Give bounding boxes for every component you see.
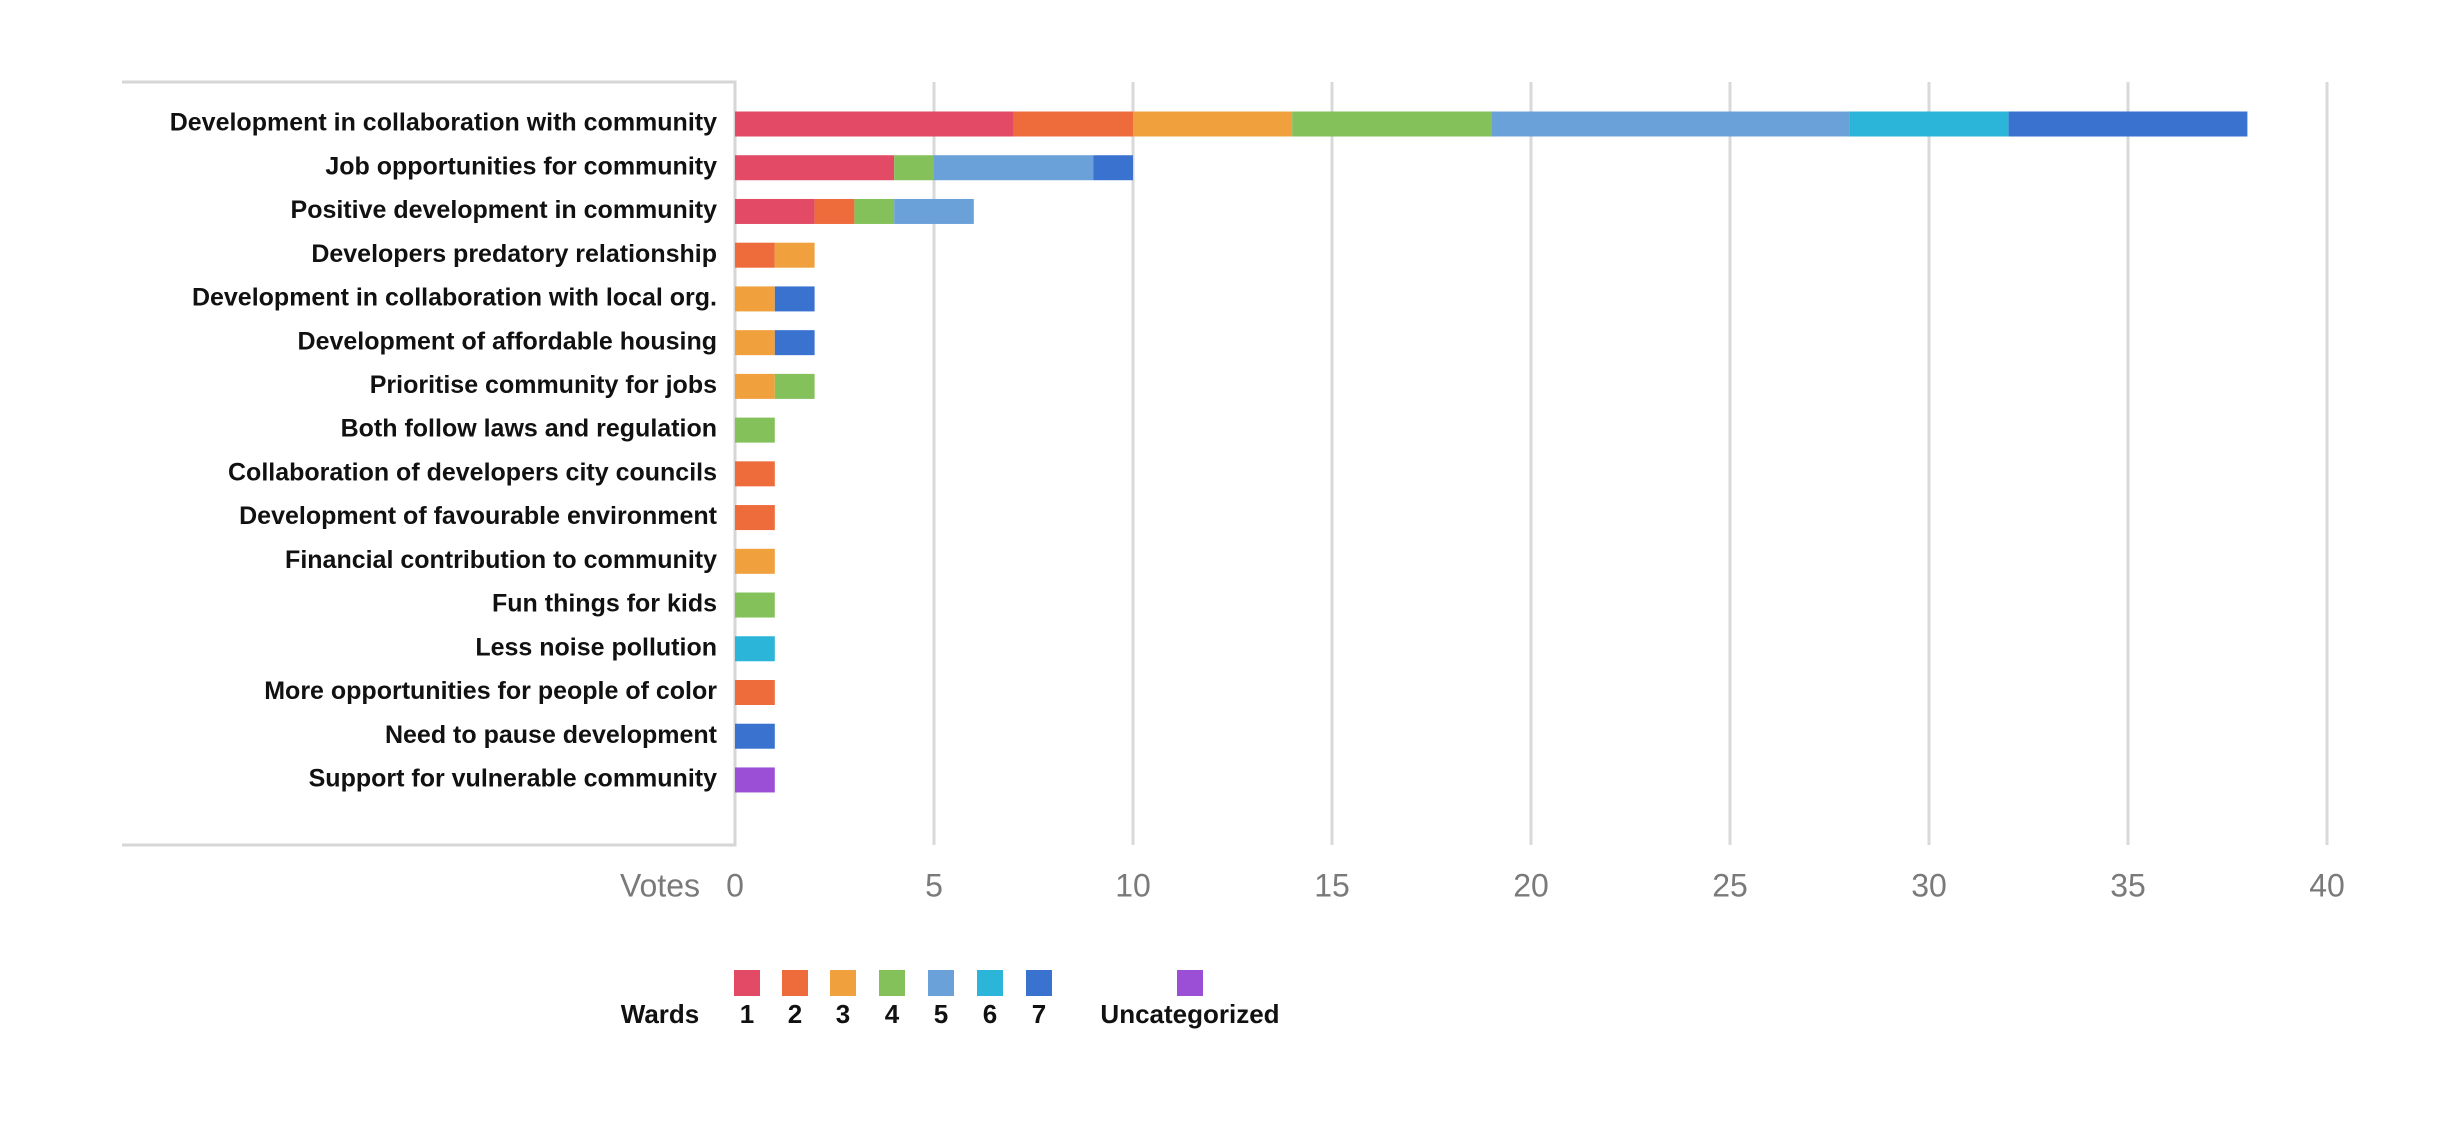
category-label: Development in collaboration with commun… <box>170 109 717 137</box>
legend-swatch <box>782 970 808 996</box>
legend-swatch <box>734 970 760 996</box>
bar-segment-ward-3 <box>735 373 775 399</box>
bar-segment-ward-4 <box>735 417 775 443</box>
legend-title: Wards <box>621 999 700 1029</box>
bar-segment-ward-7 <box>774 330 815 356</box>
legend-swatch <box>928 970 954 996</box>
x-tick-label: 5 <box>925 867 943 903</box>
bar-segment-ward-7 <box>774 286 815 312</box>
bar-segment-ward-4 <box>1292 111 1492 137</box>
category-label: Development of affordable housing <box>298 327 717 355</box>
category-label: Developers predatory relationship <box>311 240 717 268</box>
legend-swatch <box>977 970 1003 996</box>
legend-label: 1 <box>740 999 754 1029</box>
x-tick-label: 35 <box>2110 867 2146 903</box>
x-tick-label: 0 <box>726 867 744 903</box>
bar-segment-ward-3 <box>774 242 815 268</box>
bar-segment-ward-2 <box>735 505 775 531</box>
category-label: Development in collaboration with local … <box>192 284 717 312</box>
bar-segment-ward-4 <box>854 198 895 224</box>
x-tick-label: 10 <box>1115 867 1151 903</box>
bar-segment-ward-6 <box>1849 111 2009 137</box>
bar-segment-ward-4 <box>774 373 815 399</box>
x-tick-label: 15 <box>1314 867 1350 903</box>
category-label: Both follow laws and regulation <box>341 415 717 443</box>
legend-label: 2 <box>788 999 802 1029</box>
category-label: Need to pause development <box>385 721 718 749</box>
bar-segment-ward-3 <box>735 330 775 356</box>
legend-label: 4 <box>885 999 900 1029</box>
bar-segment-ward-3 <box>1133 111 1293 137</box>
bar-segment-ward-4 <box>894 155 934 181</box>
bar-segment-ward-6 <box>735 636 775 662</box>
bar-segment-ward-5 <box>934 155 1094 181</box>
bar-segment-ward-uncategorized <box>735 767 775 793</box>
bar-segment-ward-1 <box>735 155 895 181</box>
category-label: Job opportunities for community <box>325 152 717 180</box>
category-label: Less noise pollution <box>475 633 717 661</box>
bar-segment-ward-4 <box>735 592 775 618</box>
x-tick-label: 30 <box>1911 867 1947 903</box>
legend-label: 7 <box>1032 999 1046 1029</box>
bar-segment-ward-2 <box>1013 111 1133 137</box>
legend-label: 3 <box>836 999 850 1029</box>
legend: Wards 1 2 3 4 5 6 7 Uncategorized <box>621 970 1280 1029</box>
bar-segment-ward-2 <box>735 461 775 487</box>
x-tick-label: 25 <box>1712 867 1748 903</box>
legend-swatch <box>1026 970 1052 996</box>
bar-segment-ward-7 <box>735 723 775 749</box>
category-label: Support for vulnerable community <box>309 765 717 793</box>
bar-segment-ward-2 <box>735 679 775 705</box>
legend-label: 5 <box>934 999 948 1029</box>
bar-segment-ward-5 <box>894 198 974 224</box>
category-label: More opportunities for people of color <box>264 677 717 705</box>
bar-segment-ward-7 <box>1093 155 1133 181</box>
bars <box>735 111 2248 793</box>
bar-segment-ward-7 <box>2008 111 2248 137</box>
bar-segment-ward-1 <box>735 198 815 224</box>
bar-segment-ward-5 <box>1491 111 1850 137</box>
bar-segment-ward-2 <box>735 242 775 268</box>
category-label: Prioritise community for jobs <box>370 371 717 399</box>
legend-swatch <box>1177 970 1203 996</box>
legend-label: 6 <box>983 999 997 1029</box>
x-tick-label: 20 <box>1513 867 1549 903</box>
bar-segment-ward-3 <box>735 286 775 312</box>
bar-segment-ward-2 <box>814 198 855 224</box>
x-axis-title: Votes <box>620 867 700 903</box>
grid-lines <box>932 82 2329 845</box>
legend-swatch <box>879 970 905 996</box>
legend-swatch <box>830 970 856 996</box>
bar-segment-ward-1 <box>735 111 1014 137</box>
legend-label: Uncategorized <box>1100 999 1279 1029</box>
bar-segment-ward-3 <box>735 548 775 574</box>
category-label: Financial contribution to community <box>285 546 717 574</box>
category-label: Fun things for kids <box>492 590 717 618</box>
category-labels: Development in collaboration with commun… <box>170 109 718 793</box>
x-tick-label: 40 <box>2309 867 2345 903</box>
category-label: Development of favourable environment <box>239 502 718 530</box>
category-label: Positive development in community <box>291 196 718 224</box>
category-label: Collaboration of developers city council… <box>228 458 717 486</box>
x-axis-ticks: 0 5 10 15 20 25 30 35 40 <box>726 867 2345 903</box>
